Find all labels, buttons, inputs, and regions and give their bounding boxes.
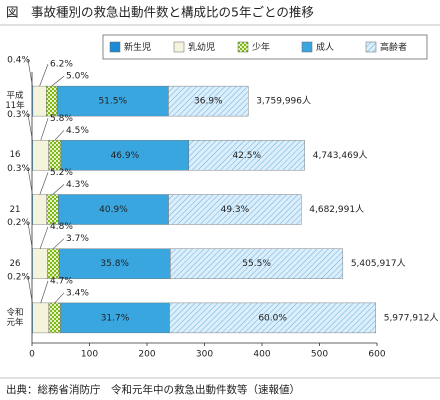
value-label: 4.3% (66, 180, 89, 190)
value-label: 46.9% (111, 151, 140, 161)
source: 出典：総務省消防庁 令和元年中の救急出動件数等（速報値） (6, 383, 300, 396)
total-label: 5,977,912人 (384, 312, 439, 323)
value-label: 31.7% (101, 313, 130, 323)
leader-line (54, 130, 65, 141)
leader-line (27, 276, 33, 303)
legend-swatch (237, 41, 249, 53)
bar-segment (47, 248, 60, 279)
leader-line (51, 75, 65, 87)
bar-segment (46, 194, 59, 225)
leader-line (53, 238, 65, 249)
value-label: 49.3% (221, 205, 250, 215)
bar-segment (32, 85, 47, 117)
legend-swatch (109, 41, 121, 53)
value-label: 60.0% (258, 313, 287, 323)
leader-line (39, 63, 49, 87)
value-label: 4.8% (50, 222, 73, 232)
leader-line (27, 168, 33, 195)
x-tick-label: 500 (311, 350, 328, 360)
bar-segment (58, 194, 169, 225)
legend-label: 乳幼児 (188, 41, 215, 53)
legend-label: 成人 (316, 41, 334, 53)
x-tick-label: 0 (29, 350, 35, 360)
leader-line (27, 114, 33, 141)
leader-line (52, 184, 65, 195)
value-label: 35.8% (100, 259, 129, 269)
bar-segment (32, 248, 48, 279)
total-label: 4,682,991人 (309, 204, 364, 215)
leader-line (39, 172, 49, 195)
x-tick-label: 200 (138, 350, 155, 360)
y-tick-label: 16 (9, 150, 21, 161)
legend-label: 少年 (252, 41, 270, 53)
value-label: 4.7% (50, 276, 73, 286)
value-label: 0.2% (7, 272, 30, 282)
bar-segment (168, 85, 249, 117)
total-label: 4,743,469人 (313, 150, 368, 161)
legend-swatch (301, 41, 313, 53)
bar-segment (169, 302, 376, 334)
x-tick-label: 300 (196, 350, 213, 360)
leader-line (27, 60, 33, 87)
leader-line (27, 222, 33, 249)
value-label: 5.0% (66, 72, 89, 82)
value-label: 0.4% (7, 56, 30, 66)
bar-segment (60, 140, 190, 171)
y-tick-label: 21 (9, 204, 21, 215)
value-label: 0.2% (7, 218, 30, 228)
leader-line (40, 280, 49, 303)
value-label: 3.7% (66, 234, 89, 244)
chart-title: 図 事故種別の救急出動件数と構成比の5年ごとの推移 (6, 5, 314, 20)
y-tick-label: 26 (9, 258, 21, 269)
y-tick-label: 令和 元年 (6, 307, 24, 328)
bar-segment (32, 302, 50, 334)
value-label: 55.5% (242, 259, 271, 269)
bar-segment (58, 248, 171, 279)
value-label: 3.4% (66, 288, 89, 298)
bar-segment (60, 302, 170, 334)
legend-label: 新生児 (124, 41, 151, 53)
y-tick-label: 平成 11年 (5, 91, 25, 112)
total-label: 3,759,996人 (256, 96, 311, 107)
value-label: 51.5% (98, 97, 127, 107)
legend-swatch (365, 41, 377, 53)
x-tick-label: 100 (81, 350, 98, 360)
legend-swatch (173, 41, 185, 53)
value-label: 42.5% (232, 151, 261, 161)
bar-segment (46, 85, 58, 117)
bar-segment (188, 140, 305, 171)
bar-segment (48, 302, 61, 334)
value-label: 5.8% (50, 114, 73, 124)
value-label: 5.2% (50, 168, 73, 178)
total-label: 5,405,917人 (351, 258, 406, 269)
bar-segment (32, 140, 49, 171)
leader-line (40, 118, 49, 141)
value-label: 6.2% (50, 60, 73, 70)
x-tick-label: 400 (253, 350, 270, 360)
legend-label: 高齢者 (380, 41, 407, 53)
x-tick-label: 600 (368, 350, 385, 360)
bar-segment (170, 248, 344, 279)
value-label: 0.3% (7, 164, 30, 174)
value-label: 0.3% (7, 110, 30, 120)
value-label: 36.9% (194, 97, 223, 107)
value-label: 40.9% (99, 205, 128, 215)
leader-line (39, 226, 49, 249)
bar-segment (168, 194, 302, 225)
bar-segment (48, 140, 62, 171)
value-label: 4.5% (66, 126, 89, 136)
leader-line (54, 292, 65, 304)
bar-segment (56, 85, 169, 117)
bar-segment (32, 194, 48, 225)
